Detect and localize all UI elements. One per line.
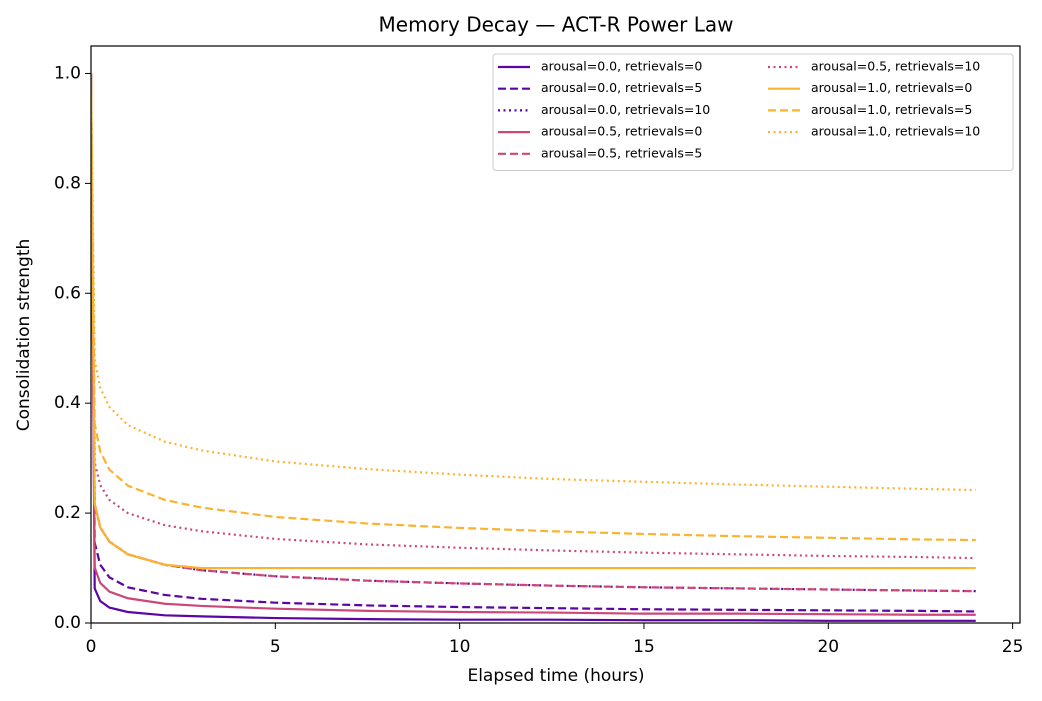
x-tick-label: 20: [817, 637, 839, 657]
legend-label: arousal=0.0, retrievals=10: [541, 102, 710, 117]
y-tick-label: 0.0: [54, 613, 81, 633]
legend-label: arousal=0.0, retrievals=0: [541, 59, 702, 74]
legend-label: arousal=0.5, retrievals=10: [811, 59, 980, 74]
x-tick-label: 15: [633, 637, 655, 657]
series-line: [91, 73, 976, 492]
y-tick-label: 0.2: [54, 503, 81, 523]
legend-label: arousal=1.0, retrievals=10: [811, 124, 980, 139]
legend-box: [492, 53, 1014, 171]
x-tick-label: 10: [449, 637, 471, 657]
y-tick-label: 0.6: [54, 283, 81, 303]
legend-label: arousal=1.0, retrievals=5: [811, 102, 972, 117]
x-tick-label: 5: [270, 637, 281, 657]
chart-title: Memory Decay — ACT-R Power Law: [379, 13, 734, 37]
legend-label: arousal=0.5, retrievals=0: [541, 124, 702, 139]
y-tick-label: 0.4: [54, 393, 81, 413]
y-tick-label: 0.8: [54, 173, 81, 193]
series-line: [91, 73, 976, 616]
y-tick-label: 1.0: [54, 63, 81, 83]
plot-frame: [90, 45, 1021, 624]
series-line: [91, 73, 976, 570]
series-line: [91, 73, 976, 613]
x-tick-label: 25: [1002, 637, 1024, 657]
series-line: [91, 73, 976, 542]
legend-label: arousal=0.5, retrievals=5: [541, 145, 702, 160]
x-axis-label: Elapsed time (hours): [467, 666, 644, 686]
legend-label: arousal=1.0, retrievals=0: [811, 80, 972, 95]
y-axis-label: Consolidation strength: [14, 239, 34, 432]
x-tick-label: 0: [86, 637, 97, 657]
legend-label: arousal=0.0, retrievals=5: [541, 80, 702, 95]
series-line: [91, 73, 976, 622]
